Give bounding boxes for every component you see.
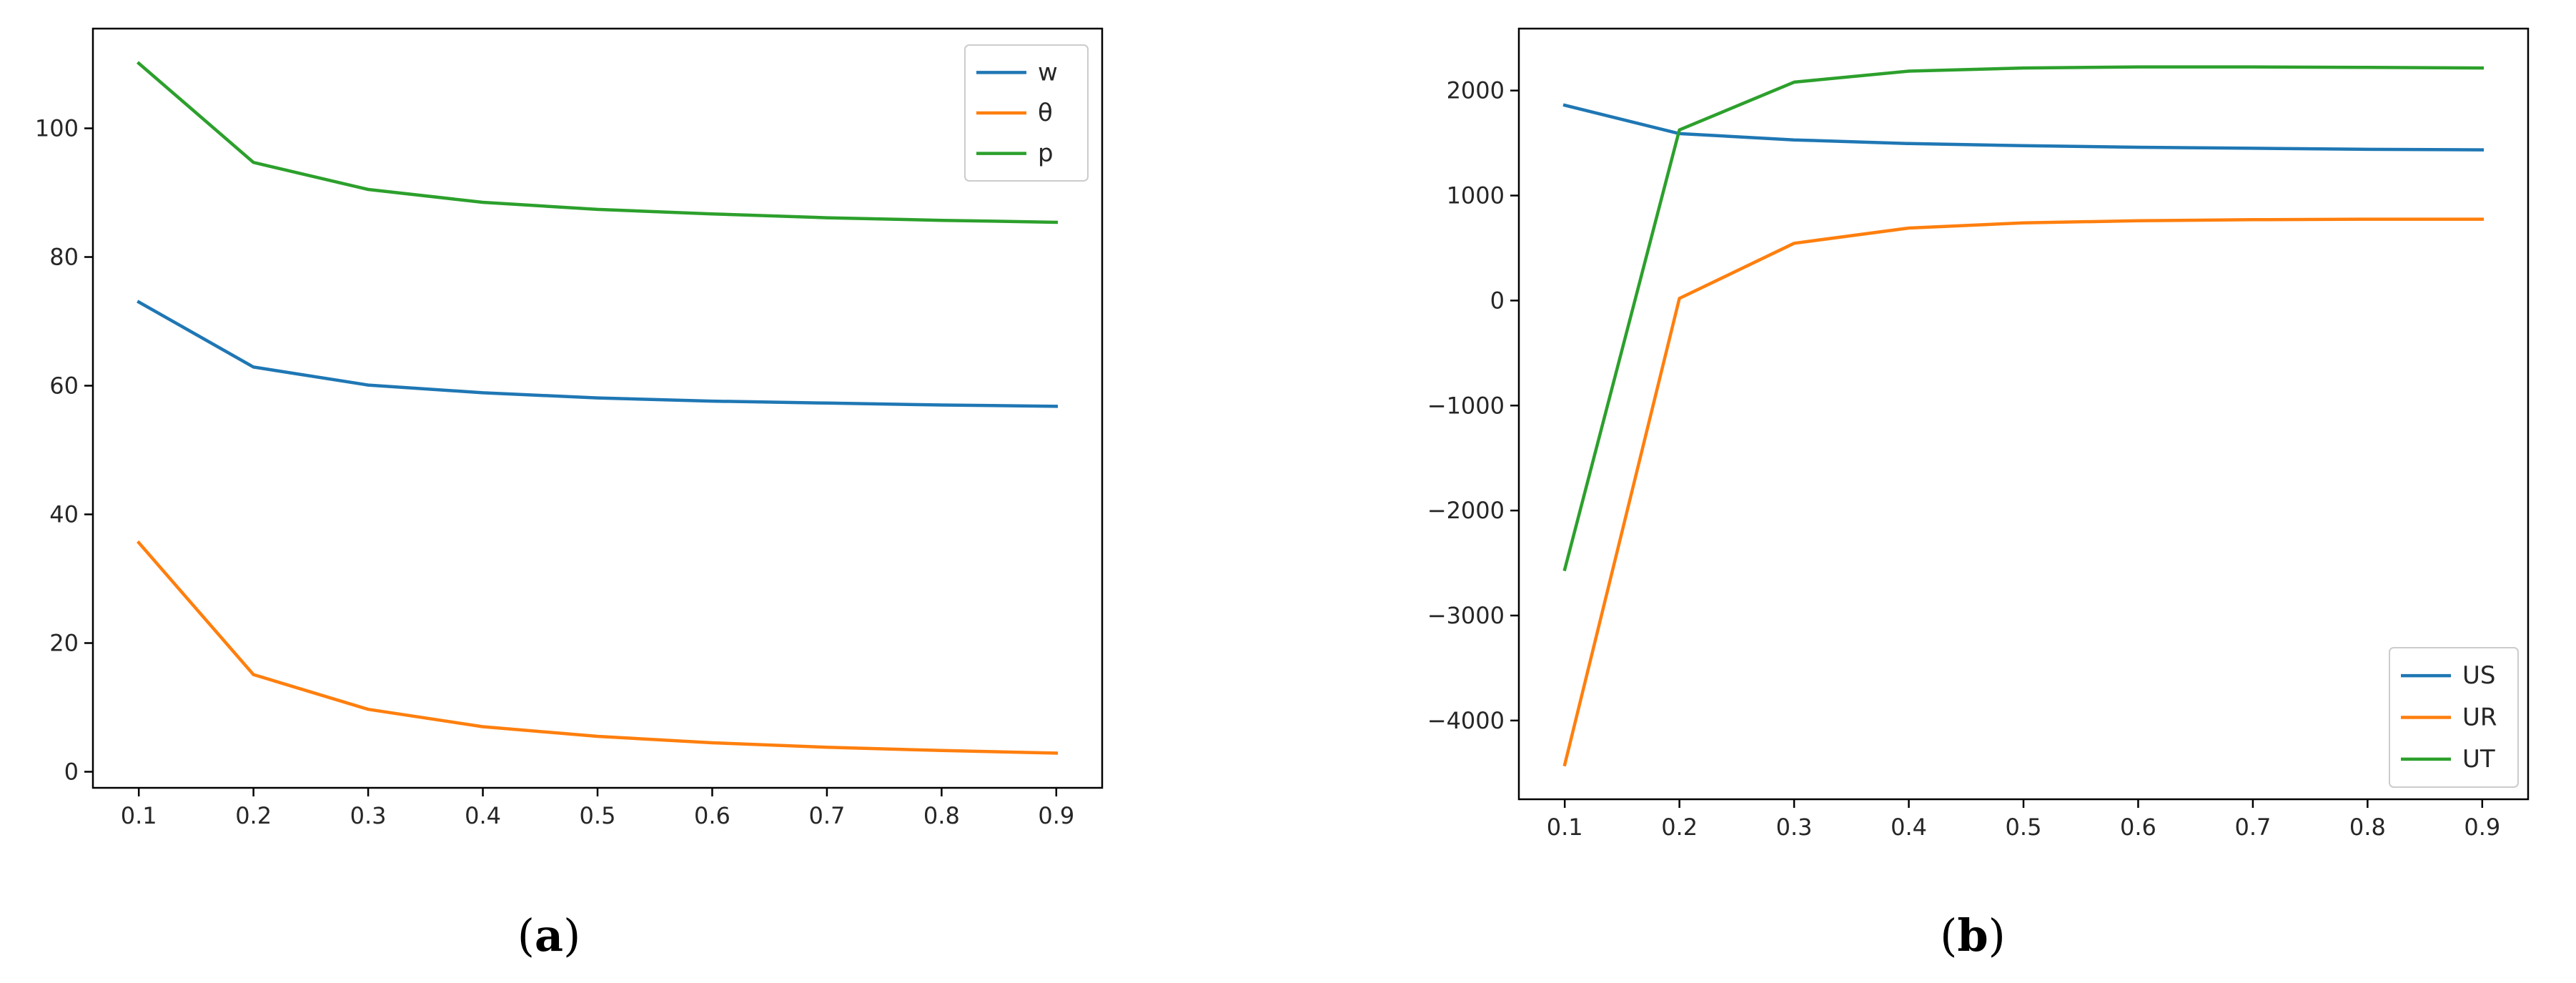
series-line-b-2 xyxy=(1562,65,2485,572)
y-tick-label: −3000 xyxy=(1427,602,1505,629)
x-tick-label: 0.2 xyxy=(235,802,272,829)
x-axis-a: 0.1 0.2 0.3 0.4 0.5 0.6 0.7 0.8 0.9 xyxy=(121,788,1074,829)
plot-frame-a xyxy=(91,27,1104,789)
y-tick-label: 20 xyxy=(49,630,79,657)
x-tick-label: 0.6 xyxy=(694,802,730,829)
x-tick-label: 0.8 xyxy=(2349,814,2386,841)
x-axis-b: 0.1 0.2 0.3 0.4 0.5 0.6 0.7 0.8 0.9 xyxy=(1547,799,2500,841)
x-tick-label: 0.9 xyxy=(2464,814,2500,841)
series-line-b-0 xyxy=(1562,103,2485,152)
y-tick-label: 40 xyxy=(49,501,79,528)
legend-label: θ xyxy=(1038,99,1053,127)
y-tick-label: 60 xyxy=(49,372,79,400)
x-tick-label: 0.7 xyxy=(808,802,845,829)
x-tick-label: 0.1 xyxy=(121,802,157,829)
x-tick-label: 0.2 xyxy=(1661,814,1698,841)
series-lines-b xyxy=(1562,65,2485,767)
y-tick-label: 1000 xyxy=(1447,182,1505,209)
legend-label: w xyxy=(1038,58,1058,87)
x-tick-label: 0.7 xyxy=(2234,814,2271,841)
y-axis-a: 0 20 40 60 80 100 xyxy=(35,115,93,786)
y-tick-label: 0 xyxy=(64,759,79,786)
y-tick-label: 80 xyxy=(49,244,79,271)
x-tick-label: 0.1 xyxy=(1547,814,1583,841)
x-tick-label: 0.4 xyxy=(465,802,501,829)
legend-box xyxy=(2389,647,2519,788)
y-tick-label: 0 xyxy=(1490,287,1505,314)
y-tick-label: −1000 xyxy=(1427,392,1505,419)
legend-label: UR xyxy=(2462,703,2497,732)
series-line-a-1 xyxy=(137,540,1059,755)
y-tick-label: −2000 xyxy=(1427,497,1505,524)
caption-b: (b) xyxy=(1940,909,2006,962)
series-line-a-2 xyxy=(137,61,1059,224)
series-line-b-1 xyxy=(1562,217,2485,767)
x-tick-label: 0.3 xyxy=(350,802,387,829)
x-tick-label: 0.5 xyxy=(580,802,616,829)
legend-label: UT xyxy=(2462,745,2495,774)
x-tick-label: 0.4 xyxy=(1891,814,1927,841)
caption-b-letter: b xyxy=(1957,909,1988,962)
y-tick-label: −4000 xyxy=(1427,707,1505,734)
y-tick-label: 2000 xyxy=(1447,77,1505,104)
legend-b: US UR UT xyxy=(2389,647,2519,788)
caption-a: (a) xyxy=(517,909,581,962)
y-axis-b: −4000 −3000 −2000 −1000 0 1000 2000 xyxy=(1427,77,1519,734)
x-tick-label: 0.3 xyxy=(1776,814,1813,841)
legend-label: p xyxy=(1038,139,1054,168)
series-lines-a xyxy=(137,61,1059,755)
legend-label: US xyxy=(2462,661,2495,690)
x-tick-label: 0.9 xyxy=(1038,802,1074,829)
chart-a: 0 20 40 60 80 100 0.1 0.2 0.3 0.4 0.5 0.6 0.7 0.8 0.9… xyxy=(35,27,1104,962)
x-tick-label: 0.6 xyxy=(2120,814,2156,841)
series-line-a-0 xyxy=(137,300,1059,408)
legend-a: wθp xyxy=(964,44,1089,182)
y-tick-label: 100 xyxy=(35,115,79,142)
caption-a-letter: a xyxy=(535,909,563,962)
x-tick-label: 0.8 xyxy=(923,802,960,829)
x-tick-label: 0.5 xyxy=(2006,814,2042,841)
